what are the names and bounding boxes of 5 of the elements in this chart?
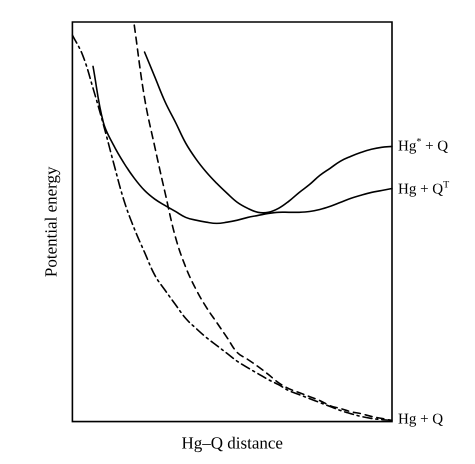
y-axis-title: Potential energy [42,166,61,278]
series-label: Hg + Q [398,412,444,429]
series-label: Hg + Q$^{T}$ [398,179,450,198]
x-axis-title: Hg–Q distance [181,433,283,452]
series-label: Hg$^{*}$ + Q [398,136,448,156]
